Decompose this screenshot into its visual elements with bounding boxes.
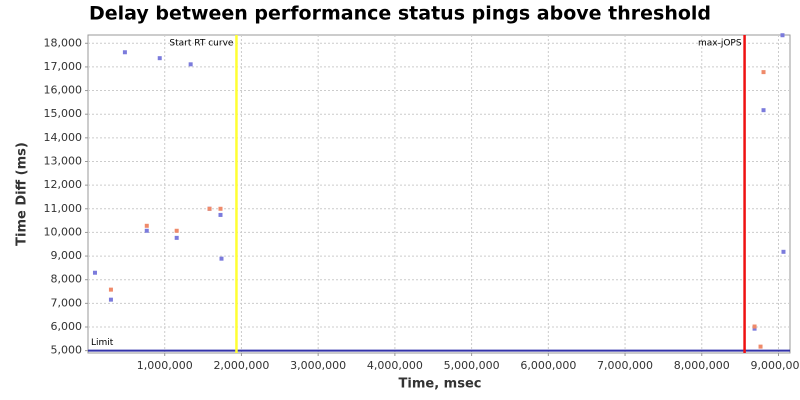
y-tick-label: 12,000 (44, 178, 83, 191)
y-tick-label: 5,000 (51, 344, 83, 357)
point (752, 326, 757, 331)
point (780, 33, 785, 38)
x-tick-label: 4,000,000 (367, 359, 423, 372)
point (122, 50, 127, 55)
point (781, 249, 786, 254)
point (761, 70, 766, 75)
point (752, 324, 757, 329)
point (174, 228, 179, 233)
x-tick-label: 5,000,000 (444, 359, 500, 372)
marker-label: Start RT curve (169, 39, 233, 49)
x-tick-label: 9,000,000 (750, 359, 800, 372)
point (174, 235, 179, 240)
point (188, 62, 193, 67)
y-axis-label: Time Diff (ms) (15, 142, 30, 246)
x-tick-label: 7,000,000 (597, 359, 653, 372)
point (144, 223, 149, 228)
y-tick-label: 15,000 (44, 107, 83, 120)
point (207, 206, 212, 211)
y-tick-label: 8,000 (51, 273, 83, 286)
x-tick-label: 2,000,000 (213, 359, 269, 372)
x-tick-label: 3,000,000 (290, 359, 346, 372)
y-tick-label: 7,000 (51, 296, 83, 309)
marker-label: max-jOPS (698, 39, 742, 49)
y-tick-label: 17,000 (44, 60, 83, 73)
point (219, 256, 224, 261)
y-tick-label: 6,000 (51, 320, 83, 333)
x-tick-label: 6,000,000 (520, 359, 576, 372)
y-tick-label: 14,000 (44, 131, 83, 144)
point (108, 297, 113, 302)
x-axis-label: Time, msec (399, 377, 482, 392)
point (758, 344, 763, 349)
x-tick-label: 1,000,000 (137, 359, 193, 372)
point (761, 108, 766, 113)
point (157, 56, 162, 61)
y-tick-label: 13,000 (44, 154, 83, 167)
point (218, 212, 223, 217)
plot-area (87, 34, 791, 354)
x-tick-label: 8,000,000 (674, 359, 730, 372)
y-tick-label: 9,000 (51, 249, 83, 262)
point (92, 270, 97, 275)
y-tick-label: 18,000 (44, 36, 83, 49)
point (144, 228, 149, 233)
chart-title: Delay between performance status pings a… (89, 3, 711, 25)
y-tick-label: 10,000 (44, 225, 83, 238)
point (108, 287, 113, 292)
y-tick-label: 16,000 (44, 84, 83, 97)
y-tick-label: 11,000 (44, 202, 83, 215)
limit-label: Limit (91, 338, 114, 348)
point (218, 206, 223, 211)
